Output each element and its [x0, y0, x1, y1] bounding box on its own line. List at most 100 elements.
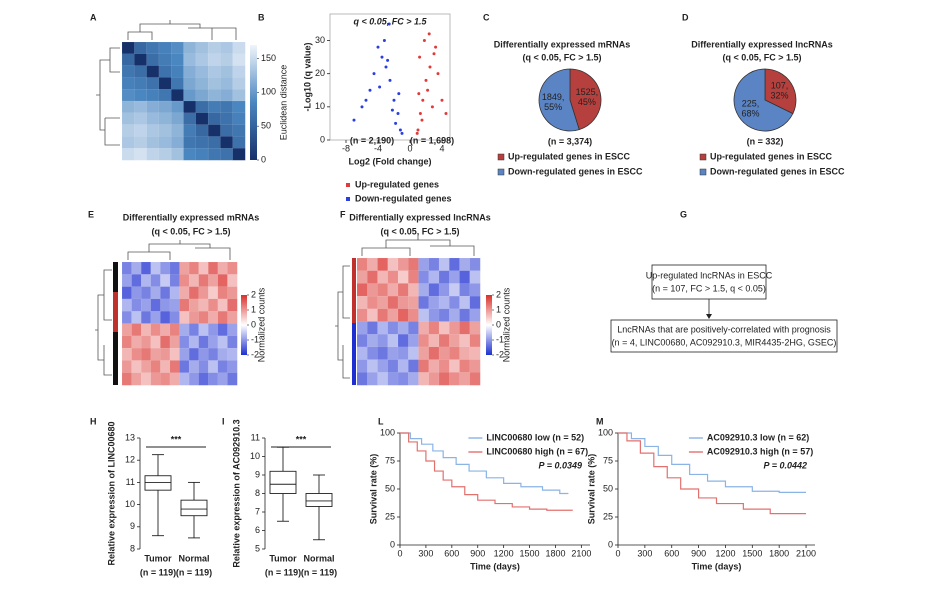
heatmap-cell	[408, 321, 419, 335]
heatmap-cell	[217, 347, 228, 361]
heatmap-cell	[449, 283, 460, 297]
heatmap-cell	[121, 298, 133, 312]
heatmap-cell	[208, 347, 219, 361]
x-tick-label: 900	[691, 548, 706, 558]
heatmap-cell	[217, 323, 228, 337]
heatmap-cell	[377, 295, 389, 310]
heatmap-cell	[208, 286, 219, 300]
y-tick-label: 7	[255, 506, 260, 516]
heatmap-cell	[428, 270, 440, 284]
point	[384, 65, 388, 69]
heatmap-cell	[438, 346, 450, 361]
panel-label: B	[258, 12, 265, 22]
x-axis-label: Time (days)	[692, 561, 742, 571]
colorbar-tick-label: -1	[496, 334, 504, 344]
heatmap-cell	[377, 321, 389, 335]
legend-label: LINC00680 high (n = 67)	[486, 446, 588, 456]
heatmap-cell	[121, 311, 133, 324]
heatmap-cell	[160, 372, 171, 386]
pie-slice	[538, 68, 580, 132]
row-group-bar	[113, 332, 118, 385]
slice-label: 55%	[544, 102, 562, 112]
legend-swatch	[497, 153, 505, 161]
heatmap-cell	[438, 321, 450, 335]
heatmap-cell	[141, 311, 152, 324]
heatmap-cell	[195, 41, 209, 55]
heatmap-cell	[160, 347, 171, 361]
flow-box	[651, 264, 767, 300]
x-tick-label: 300	[418, 548, 433, 558]
heatmap-cell	[459, 270, 471, 284]
heatmap-cell	[158, 77, 172, 90]
heatmap-cell	[232, 77, 246, 90]
point	[397, 92, 401, 96]
y-tick-label: 8	[255, 488, 260, 498]
legend-label: Down-regulated genes in ESCC	[508, 166, 643, 176]
heatmap-cell	[179, 360, 190, 374]
point	[388, 78, 392, 82]
heatmap-cell	[179, 286, 190, 300]
heatmap-cell	[227, 311, 238, 324]
pie-slice	[569, 68, 602, 131]
y-axis-label: -Log10 (q value)	[302, 42, 312, 111]
n-label: (n = 119)	[176, 567, 212, 577]
heatmap-cell	[169, 372, 180, 386]
p-value: P = 0.0349	[539, 460, 582, 470]
heatmap-cell	[469, 308, 481, 322]
x-tick-label: 1200	[715, 548, 735, 558]
heatmap-cell	[387, 257, 399, 272]
heatmap-cell	[220, 148, 234, 161]
slice-label: 107,	[771, 80, 789, 90]
legend-label: Up-regulated genes	[355, 179, 439, 189]
heatmap-cell	[183, 41, 197, 55]
dendrograms	[95, 20, 475, 379]
heatmap-cell	[449, 257, 460, 272]
heatmap-cell	[418, 346, 430, 361]
heatmap-cell	[220, 136, 234, 149]
heatmap-cell	[227, 274, 238, 288]
heatmap-cell	[438, 372, 450, 386]
heatmap-cell	[438, 295, 450, 310]
heatmap-cell	[217, 372, 228, 386]
heatmap-cell	[171, 136, 184, 149]
row-group-bar	[352, 323, 356, 385]
heatmap-cell	[418, 283, 430, 297]
heatmap-cell	[428, 308, 440, 322]
heatmap-cell	[232, 65, 246, 78]
heatmap-cell	[158, 136, 172, 149]
heatmap-cell	[449, 359, 460, 373]
heatmap-cell	[449, 270, 460, 284]
heatmap-cell	[469, 270, 481, 284]
legend-label: AC092910.3 high (n = 57)	[707, 446, 813, 456]
point	[426, 88, 430, 92]
heatmap-cell	[121, 65, 135, 78]
heatmap-cell	[188, 335, 200, 349]
point	[432, 52, 436, 56]
heatmap-cell	[469, 321, 481, 335]
heatmap-cell	[208, 323, 219, 337]
heatmap-cell	[397, 372, 409, 386]
colorbar-label: Normalized counts	[501, 287, 511, 362]
heatmap-cell	[459, 334, 471, 348]
heatmap-cell	[227, 286, 238, 300]
slice-label: 1849,	[542, 92, 565, 102]
legend-label: LINC00680 low (n = 52)	[486, 432, 584, 442]
y-tick-label: 100	[380, 427, 395, 437]
colorbar-tick-label: -2	[496, 349, 504, 359]
colorbar-tick-label: -1	[251, 334, 259, 344]
heatmap-cell	[141, 335, 152, 349]
panel-label: L	[378, 416, 384, 426]
legend-swatch	[699, 168, 707, 176]
y-axis-label: Survival rate (%)	[586, 454, 596, 525]
panel-label: F	[340, 209, 346, 219]
flow-arrow-head	[706, 314, 712, 319]
point	[394, 121, 398, 125]
y-tick-label: 10	[315, 101, 325, 111]
point	[417, 92, 421, 96]
heatmap-cell	[397, 321, 409, 335]
heatmap-cell	[150, 298, 161, 312]
y-tick-label: 6	[255, 525, 260, 535]
heatmap-cell	[121, 77, 135, 90]
point	[398, 128, 402, 132]
